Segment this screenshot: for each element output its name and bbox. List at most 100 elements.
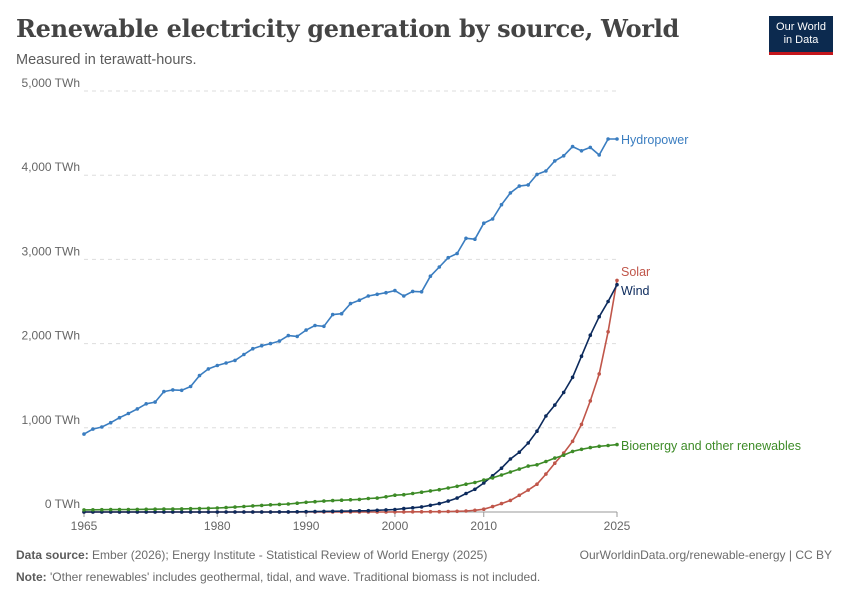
data-point-wind <box>339 509 344 513</box>
y-tick-label: 5,000 TWh <box>22 76 80 90</box>
data-point-hydropower <box>171 388 175 392</box>
owid-logo[interactable]: Our World in Data <box>769 16 833 55</box>
data-point-hydropower <box>402 294 406 298</box>
data-point-bioenergy <box>428 489 433 493</box>
data-point-bioenergy <box>473 480 477 485</box>
data-point-hydropower <box>526 183 530 187</box>
data-point-bioenergy <box>144 507 148 512</box>
logo-line-2: in Data <box>783 34 819 46</box>
data-point-bioenergy <box>579 447 584 452</box>
data-point-hydropower <box>251 346 255 351</box>
data-point-solar <box>499 501 504 506</box>
data-point-wind <box>286 510 291 514</box>
data-point-hydropower <box>197 373 202 378</box>
data-point-bioenergy <box>197 506 202 511</box>
data-point-bioenergy <box>251 504 255 508</box>
data-point-bioenergy <box>135 507 140 512</box>
data-point-bioenergy <box>464 482 468 487</box>
series-label-bioenergy: Bioenergy and other renewables <box>621 439 801 453</box>
data-point-bioenergy <box>517 467 522 471</box>
data-point-solar <box>597 372 601 376</box>
data-point-solar <box>553 461 557 466</box>
data-point-wind <box>437 501 442 506</box>
series-line-solar <box>84 280 618 513</box>
note-line: Note: 'Other renewables' includes geothe… <box>16 570 540 584</box>
data-point-hydropower <box>419 290 424 294</box>
data-point-hydropower <box>366 294 371 298</box>
data-point-bioenergy <box>322 499 326 503</box>
data-point-bioenergy <box>91 508 95 512</box>
data-point-hydropower <box>375 292 380 297</box>
data-point-wind <box>499 466 504 471</box>
data-point-bioenergy <box>153 507 157 512</box>
data-point-hydropower <box>464 236 468 241</box>
data-point-wind <box>179 510 184 514</box>
data-point-wind <box>251 510 255 514</box>
data-point-hydropower <box>268 341 273 346</box>
data-point-hydropower <box>588 145 593 150</box>
data-point-wind <box>579 354 584 359</box>
data-point-bioenergy <box>268 503 273 507</box>
data-point-wind <box>615 282 619 287</box>
data-point-bioenergy <box>419 490 424 495</box>
data-point-hydropower <box>446 255 451 260</box>
data-point-bioenergy <box>100 507 104 512</box>
data-point-solar <box>482 507 486 512</box>
data-point-bioenergy <box>277 502 282 507</box>
data-point-hydropower <box>153 400 157 404</box>
data-point-wind <box>304 509 308 514</box>
data-point-hydropower <box>579 149 584 153</box>
data-point-hydropower <box>535 172 539 177</box>
data-point-bioenergy <box>224 505 228 510</box>
data-point-hydropower <box>606 137 610 141</box>
data-point-bioenergy <box>286 502 291 506</box>
data-point-wind <box>455 496 459 500</box>
data-point-hydropower <box>144 402 148 406</box>
data-point-bioenergy <box>242 504 246 509</box>
source-url-link[interactable]: OurWorldinData.org/renewable-energy | CC… <box>579 548 832 562</box>
data-point-wind <box>313 509 317 514</box>
data-point-bioenergy <box>162 507 166 511</box>
data-source-line: Data source: Ember (2026); Energy Instit… <box>16 548 487 562</box>
y-tick-label: 0 TWh <box>45 497 80 511</box>
data-point-wind <box>561 390 566 395</box>
data-point-wind <box>473 487 477 492</box>
data-point-solar <box>579 422 584 427</box>
data-point-bioenergy <box>215 506 220 510</box>
data-point-hydropower <box>473 237 477 241</box>
data-point-wind <box>295 510 300 514</box>
data-point-hydropower <box>499 202 504 207</box>
data-point-wind <box>322 509 326 514</box>
data-point-solar <box>419 510 424 514</box>
data-point-wind <box>242 510 246 514</box>
data-point-hydropower <box>286 333 291 338</box>
data-point-bioenergy <box>233 505 237 509</box>
data-point-bioenergy <box>206 506 211 511</box>
series-label-solar: Solar <box>621 265 650 279</box>
data-point-bioenergy <box>606 443 610 448</box>
data-point-bioenergy <box>482 478 486 482</box>
data-point-wind <box>188 510 193 514</box>
data-point-wind <box>526 441 530 445</box>
data-point-wind <box>588 333 593 338</box>
data-point-hydropower <box>117 415 122 420</box>
data-point-solar <box>535 482 539 487</box>
data-point-bioenergy <box>410 491 415 496</box>
data-point-hydropower <box>597 153 601 157</box>
series-line-wind <box>84 284 618 513</box>
data-point-wind <box>384 508 388 512</box>
data-point-bioenergy <box>339 498 344 503</box>
data-point-wind <box>428 503 433 508</box>
data-point-wind <box>330 509 335 514</box>
data-point-wind <box>597 314 601 319</box>
chart-subtitle: Measured in terawatt-hours. <box>16 52 197 68</box>
data-point-hydropower <box>304 328 308 332</box>
data-point-wind <box>135 510 140 514</box>
data-point-wind <box>153 510 157 514</box>
logo-line-1: Our World <box>776 21 826 33</box>
data-source-label: Data source: <box>16 548 89 562</box>
data-point-hydropower <box>393 288 397 293</box>
chart-title: Renewable electricity generation by sour… <box>16 14 680 43</box>
data-point-wind <box>375 508 380 513</box>
data-point-wind <box>162 510 166 514</box>
